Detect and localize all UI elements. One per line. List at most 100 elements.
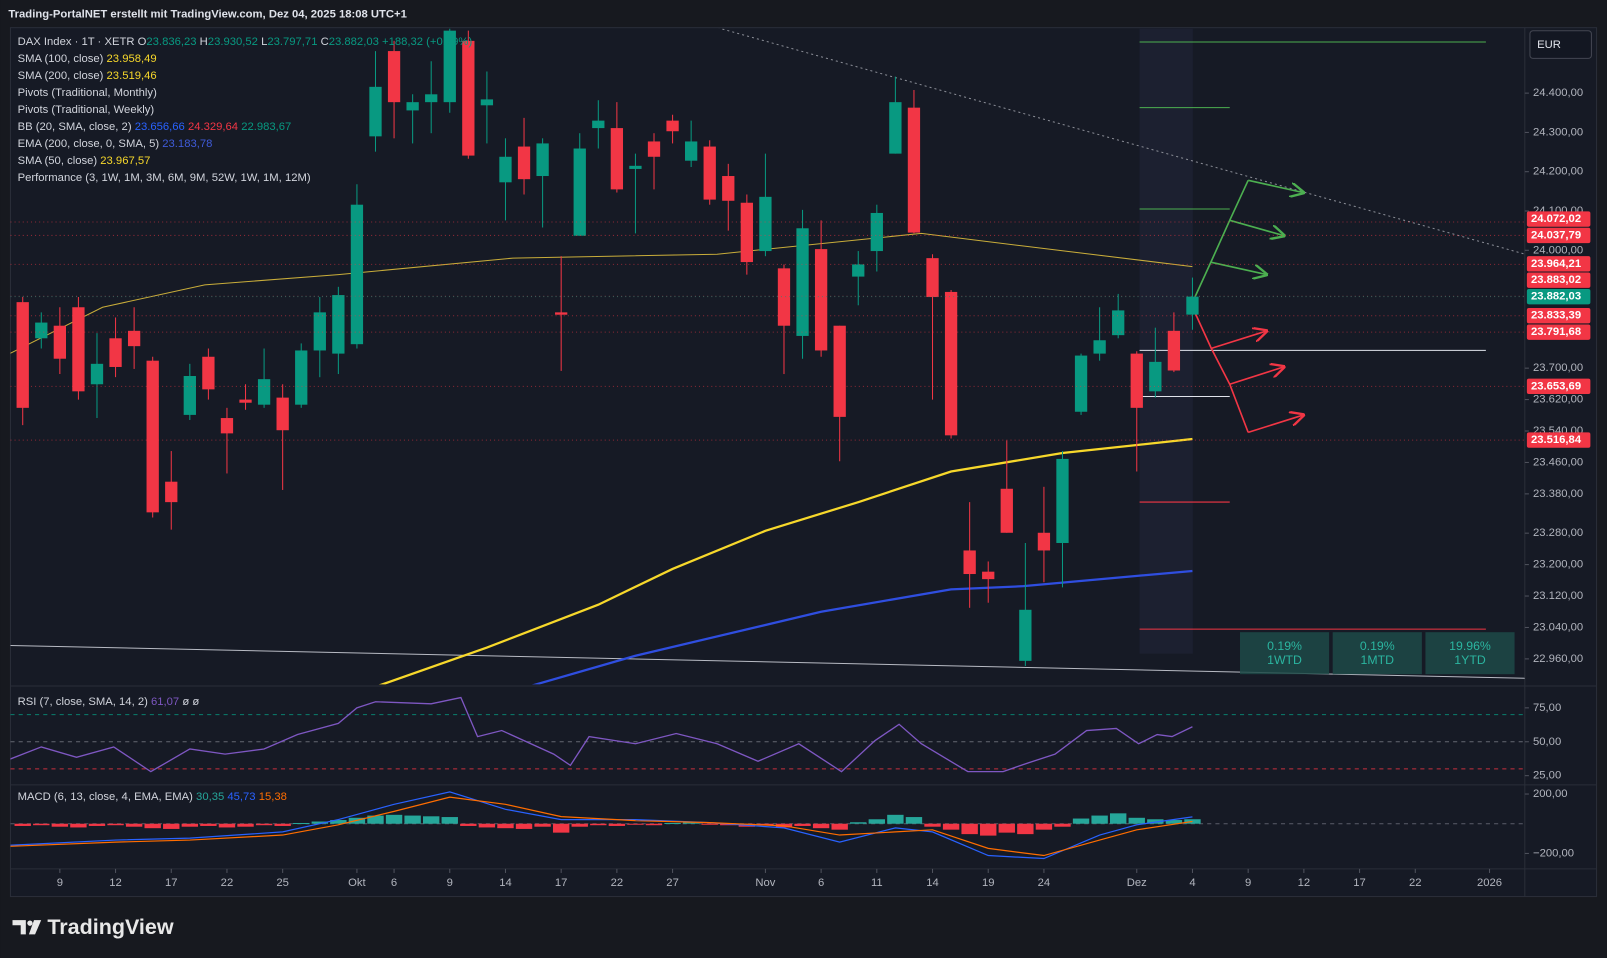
candle-body <box>35 322 48 339</box>
macd-bar <box>552 823 570 833</box>
y-tick-label: 24.400,00 <box>1533 87 1583 99</box>
candle-body <box>944 291 958 436</box>
legend-text: MACD (6, 13, close, 4, EMA, EMA) <box>18 791 194 803</box>
currency[interactable]: EUR <box>1537 39 1561 51</box>
macd-bar <box>163 823 180 829</box>
macd-bar <box>1017 823 1034 835</box>
currency-button[interactable] <box>1529 30 1592 59</box>
performance-box <box>1425 632 1515 675</box>
macd-bar <box>924 823 941 827</box>
legend-line: RSI (7, close, SMA, 14, 2) 61,07 ø ø <box>18 696 200 708</box>
x-tick-label: Okt <box>348 877 366 889</box>
macd-bar <box>125 823 143 827</box>
x-tick-label: 12 <box>1298 877 1311 889</box>
macd-bar <box>831 823 848 830</box>
price-label: 23.964,21 <box>1531 258 1581 270</box>
macd-bar <box>497 823 514 829</box>
candle-body <box>722 176 735 201</box>
macd-bar <box>608 823 626 826</box>
x-tick-label: 4 <box>1189 877 1195 889</box>
legend-line: SMA (50, close) 23.967,57 <box>18 155 151 167</box>
y-tick-label: 25,00 <box>1533 770 1561 782</box>
price-label-box <box>1526 324 1591 340</box>
macd-bar <box>107 823 124 826</box>
candle-body <box>1019 609 1032 661</box>
y-tick-label: 23.380,00 <box>1533 488 1583 500</box>
legend-text: 23.930,52 <box>208 36 258 48</box>
legend-text: DAX Index · 1T · XETR <box>18 36 135 48</box>
macd-bar <box>701 823 718 825</box>
scenario-down <box>1194 312 1249 433</box>
macd-pane <box>10 791 1525 860</box>
brand: TradingView <box>47 915 174 939</box>
macd-bar <box>1165 820 1183 824</box>
legend-text: 23.183,78 <box>159 138 212 150</box>
arrow <box>1211 331 1266 350</box>
legend-text: RSI (7, close, SMA, 14, 2) <box>18 696 148 708</box>
legend-text: 22.983,67 <box>238 121 291 133</box>
candle-body <box>313 312 326 351</box>
macd-line <box>10 796 1193 857</box>
macd-bar <box>441 817 458 824</box>
candle-body <box>907 107 921 233</box>
macd-bar <box>905 817 923 824</box>
x-tick-label: 9 <box>57 877 63 889</box>
candle-body <box>332 295 345 354</box>
performance-value: 19.96% <box>1449 639 1491 653</box>
candle-body <box>16 302 29 408</box>
candle-body <box>703 146 716 200</box>
candle-body <box>90 363 104 385</box>
candle-body <box>1130 353 1143 408</box>
macd-bar <box>14 823 31 826</box>
candle-body <box>814 249 828 351</box>
macd-bar <box>887 814 904 824</box>
legend-line: Pivots (Traditional, Weekly) <box>18 104 155 116</box>
candle-body <box>165 481 178 503</box>
price-label: 23.791,68 <box>1531 326 1581 338</box>
price-label-box <box>1526 308 1591 324</box>
y-tick-label: 50,00 <box>1533 736 1561 748</box>
y-tick-label: 23.200,00 <box>1533 559 1583 571</box>
macd-bar <box>664 822 681 825</box>
x-tick-label: 22 <box>221 877 234 889</box>
legend-text: H <box>197 36 208 48</box>
performance-label: 1WTD <box>1267 653 1302 667</box>
candle-body <box>220 418 234 434</box>
candle-body <box>684 141 698 161</box>
legend-text: Pivots (Traditional, Weekly) <box>18 104 155 116</box>
macd-bar <box>794 823 811 826</box>
macd-bar <box>998 823 1015 833</box>
x-tick-label: 9 <box>1245 877 1251 889</box>
price-label: 24.072,02 <box>1531 213 1581 225</box>
performance-box <box>1332 632 1422 675</box>
macd-bar <box>144 823 161 829</box>
legend-line: BB (20, SMA, close, 2) 23.656,66 24.329,… <box>18 121 292 133</box>
chart-frame <box>9 27 1598 898</box>
price-label-box <box>1526 211 1591 227</box>
candle-body <box>480 99 494 106</box>
candle-body <box>1186 296 1199 315</box>
macd-bar <box>590 823 607 826</box>
legend-line: SMA (200, close) 23.519,46 <box>18 70 157 82</box>
performance-label: 1MTD <box>1361 653 1395 667</box>
macd-bar <box>237 823 254 827</box>
legend-line: SMA (100, close) 23.958,49 <box>18 53 157 65</box>
candle-body <box>127 330 141 347</box>
macd-bar <box>961 823 978 835</box>
logo-shape <box>27 920 33 926</box>
legend-text: 23.836,23 <box>146 36 196 48</box>
x-tick-label: 6 <box>818 877 824 889</box>
legend-text: L <box>258 36 267 48</box>
candle-body <box>146 360 159 513</box>
legend-text: BB (20, SMA, close, 2) <box>18 121 132 133</box>
arrow <box>1247 415 1303 434</box>
x-tick-label: 14 <box>926 877 939 889</box>
candle-body <box>982 571 995 580</box>
candle-body <box>740 202 753 263</box>
main-pane <box>10 28 1199 685</box>
legend-text: ø <box>179 696 189 708</box>
y-tick-label: 23.040,00 <box>1533 621 1583 633</box>
legend-text: C <box>317 36 328 48</box>
macd-bar <box>868 819 886 824</box>
x-tick-label: 22 <box>1409 877 1422 889</box>
